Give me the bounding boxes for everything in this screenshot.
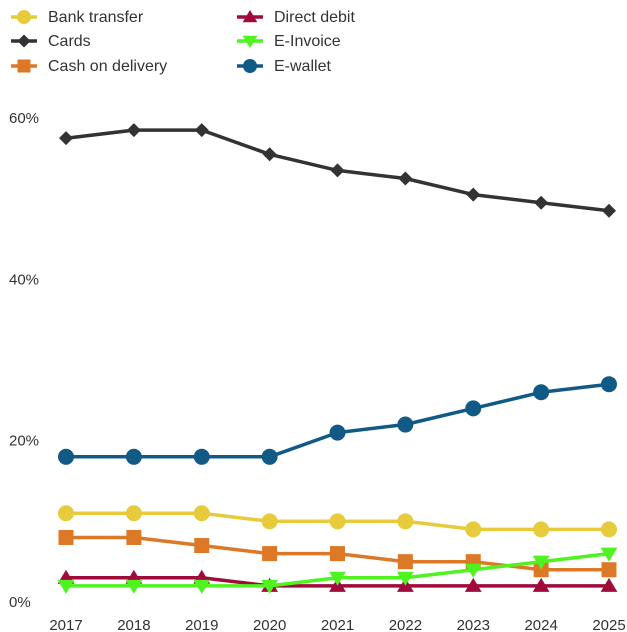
data-point-cards [262, 147, 277, 162]
data-point-cards [602, 203, 616, 218]
x-tick-label: 2020 [253, 617, 286, 632]
data-point-e-invoice [396, 571, 414, 586]
plot-area [57, 123, 618, 594]
x-axis: 2017 2018 2019 2020 2021 2022 2023 2024 2025 [49, 617, 625, 632]
data-point-e-invoice [57, 579, 75, 594]
data-point-cards [330, 163, 345, 178]
y-axis: 0% 20% 40% 60% [9, 110, 39, 611]
data-point-bank-transfer [465, 521, 482, 538]
data-point-bank-transfer [329, 513, 346, 530]
legend-item-e-wallet[interactable]: E-wallet [237, 58, 331, 75]
legend-marker [17, 59, 31, 73]
data-point-e-invoice [329, 571, 346, 586]
data-point-cash-on-delivery [533, 562, 549, 578]
data-point-cards [59, 131, 73, 146]
x-tick-label: 2025 [592, 617, 625, 632]
data-point-e-invoice [464, 563, 482, 578]
legend-label: Bank transfer [48, 9, 144, 26]
x-tick-label: 2019 [185, 617, 218, 632]
y-tick-label: 20% [9, 433, 39, 450]
legend-label: Cash on delivery [48, 58, 167, 75]
legend-item-cards[interactable]: Cards [11, 33, 91, 50]
data-point-cards [534, 195, 549, 210]
data-point-e-wallet [58, 448, 74, 465]
legend-label: E-wallet [274, 58, 331, 75]
y-tick-label: 0% [9, 594, 31, 611]
legend-marker [243, 59, 257, 73]
legend-marker [17, 34, 31, 48]
legend-item-e-invoice[interactable]: E-Invoice [237, 33, 341, 50]
data-point-direct-debit [532, 577, 550, 592]
data-point-bank-transfer [193, 505, 210, 522]
y-tick-label: 60% [9, 110, 39, 127]
series-e-invoice [57, 547, 618, 594]
legend-item-direct-debit[interactable]: Direct debit [237, 9, 355, 26]
data-point-e-wallet [329, 424, 346, 441]
data-point-e-wallet [193, 448, 210, 465]
legend-marker [17, 10, 31, 24]
x-tick-label: 2023 [457, 617, 490, 632]
data-point-e-invoice [193, 579, 211, 594]
data-point-bank-transfer [533, 521, 550, 538]
data-point-e-wallet [533, 384, 550, 401]
data-point-cards [126, 123, 141, 138]
legend: Bank transfer Cards Cash on delivery Direct… [11, 9, 355, 75]
data-point-cash-on-delivery [262, 546, 278, 562]
data-point-cash-on-delivery [194, 538, 210, 554]
data-point-cash-on-delivery [601, 562, 617, 578]
data-point-cash-on-delivery [330, 546, 345, 562]
legend-label: Direct debit [274, 9, 355, 26]
series-line-e-wallet [64, 382, 611, 459]
data-point-e-invoice [600, 547, 618, 562]
x-tick-label: 2018 [117, 617, 150, 632]
data-point-e-wallet [465, 400, 482, 417]
series-bank-transfer [58, 505, 617, 538]
data-point-cards [466, 187, 481, 202]
data-point-e-invoice [125, 579, 143, 594]
data-point-e-wallet [397, 416, 414, 433]
data-point-cash-on-delivery [397, 554, 413, 570]
data-point-direct-debit [464, 577, 482, 592]
y-tick-label: 40% [9, 271, 39, 288]
data-point-bank-transfer [58, 505, 74, 522]
legend-label: E-Invoice [274, 33, 341, 50]
data-point-cash-on-delivery [126, 529, 142, 545]
legend-marker [242, 35, 258, 48]
series-cards [59, 123, 616, 218]
x-tick-label: 2021 [321, 617, 354, 632]
data-point-e-wallet [125, 448, 142, 465]
data-point-bank-transfer [125, 505, 142, 522]
legend-marker [242, 10, 258, 23]
x-tick-label: 2024 [524, 617, 557, 632]
x-tick-label: 2017 [49, 617, 82, 632]
data-point-cards [194, 123, 209, 138]
series-e-wallet [58, 376, 617, 465]
data-point-bank-transfer [397, 513, 414, 530]
data-point-bank-transfer [601, 521, 617, 538]
data-point-cash-on-delivery [58, 529, 74, 545]
legend-item-cash-on-delivery[interactable]: Cash on delivery [11, 58, 167, 75]
data-point-e-invoice [261, 579, 279, 594]
legend-item-bank-transfer[interactable]: Bank transfer [11, 9, 144, 26]
legend-label: Cards [48, 33, 91, 50]
data-point-e-wallet [601, 376, 617, 393]
data-point-direct-debit [600, 577, 618, 592]
data-point-cards [398, 171, 413, 186]
series-cash-on-delivery [58, 529, 617, 578]
data-point-bank-transfer [261, 513, 278, 530]
data-point-e-wallet [261, 448, 278, 465]
data-point-e-invoice [532, 555, 550, 570]
x-tick-label: 2022 [389, 617, 422, 632]
